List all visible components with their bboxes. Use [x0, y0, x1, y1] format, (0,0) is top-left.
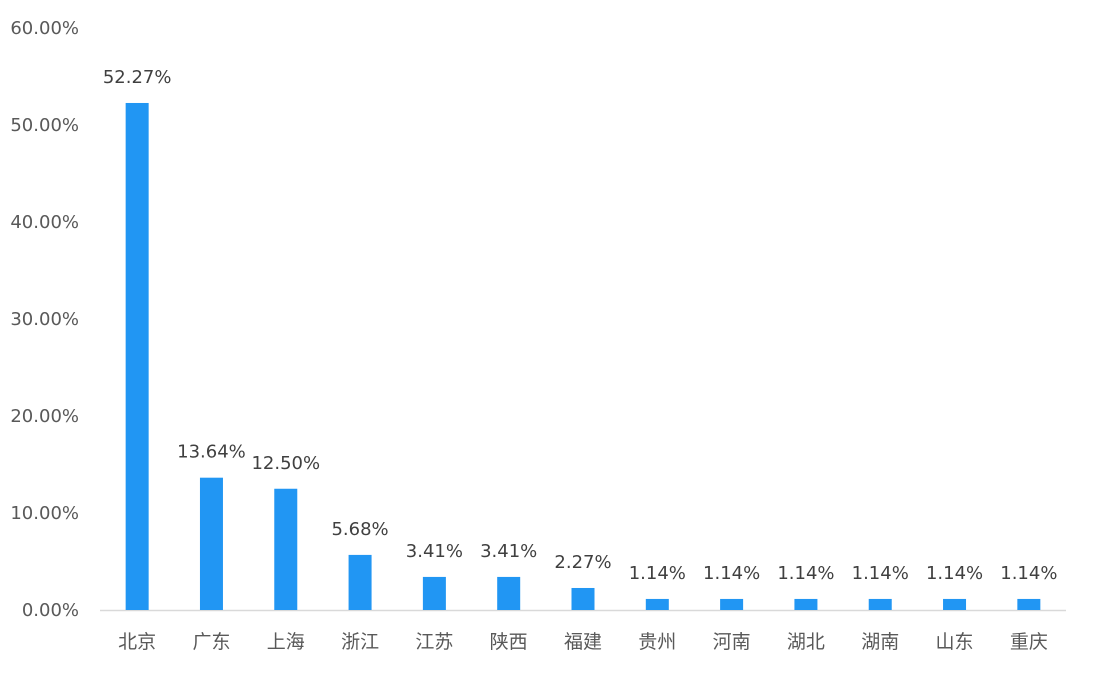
x-category-label: 江苏: [415, 631, 453, 653]
x-category-label: 北京: [118, 631, 156, 653]
x-category-label: 湖北: [787, 631, 825, 653]
bar: [422, 576, 446, 610]
bar: [645, 598, 669, 610]
x-category-label: 河南: [713, 631, 751, 653]
y-tick-label: 50.00%: [10, 115, 79, 136]
bar: [943, 598, 967, 610]
bar: [199, 477, 223, 610]
bar-data-label: 2.27%: [554, 552, 611, 573]
x-category-label: 重庆: [1010, 631, 1048, 653]
bar-data-label: 1.14%: [703, 563, 760, 584]
bar-data-label: 1.14%: [629, 563, 686, 584]
bar-data-label: 1.14%: [1000, 563, 1057, 584]
bar: [868, 598, 892, 610]
bar: [794, 598, 818, 610]
y-tick-label: 30.00%: [10, 309, 79, 330]
bar: [274, 488, 298, 610]
bar-data-label: 52.27%: [103, 67, 172, 88]
x-category-label: 上海: [267, 631, 305, 653]
bar: [720, 598, 744, 610]
bar-data-label: 12.50%: [251, 453, 320, 474]
x-category-label: 山东: [936, 631, 974, 653]
bar-data-label: 13.64%: [177, 442, 246, 463]
y-axis-tick-labels: 0.00% 10.00% 20.00% 30.00% 40.00% 50.00% 60.00…: [10, 18, 79, 621]
x-category-label: 湖南: [861, 631, 899, 653]
x-category-label: 贵州: [638, 631, 676, 653]
bar-data-label: 3.41%: [480, 541, 537, 562]
y-tick-label: 0.00%: [22, 600, 79, 621]
bar: [497, 576, 521, 610]
x-category-label: 浙江: [341, 631, 379, 653]
x-category-label: 广东: [192, 631, 230, 653]
y-tick-label: 60.00%: [10, 18, 79, 39]
y-tick-label: 40.00%: [10, 212, 79, 233]
bar: [571, 587, 595, 610]
x-axis-category-labels: 北京 广东 上海 浙江 江苏 陕西 福建 贵州 河南 湖北 湖南 山东 重庆: [118, 631, 1048, 653]
x-category-label: 福建: [564, 631, 602, 653]
bar-data-label: 1.14%: [777, 563, 834, 584]
y-tick-label: 10.00%: [10, 503, 79, 524]
bar-series: [125, 102, 1041, 610]
y-tick-label: 20.00%: [10, 406, 79, 427]
x-category-label: 陕西: [490, 631, 528, 653]
data-labels: 52.27% 13.64%12.50% 5.68% 3.41% 3.41% 2.27% 1.…: [103, 67, 1058, 584]
bar-data-label: 5.68%: [331, 519, 388, 540]
bar-data-label: 1.14%: [852, 563, 909, 584]
bar: [1017, 598, 1041, 610]
bar-data-label: 3.41%: [406, 541, 463, 562]
bar: [348, 554, 372, 610]
bar: [125, 102, 149, 610]
bar-data-label: 1.14%: [926, 563, 983, 584]
